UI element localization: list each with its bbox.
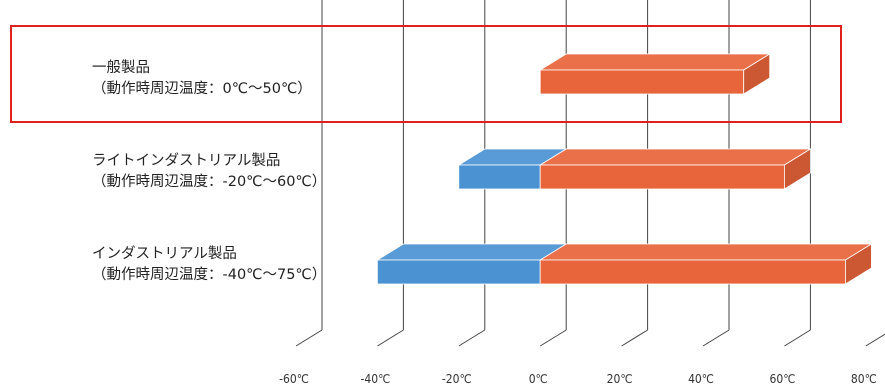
category-label-industrial: インダストリアル製品 （動作時周辺温度：-40℃～75℃） (92, 244, 326, 286)
x-tick-label: 80℃ (851, 372, 877, 386)
bar-segment (539, 69, 745, 95)
bar-top-face (375, 243, 568, 261)
bar-segment (376, 259, 541, 285)
bar-segment (539, 259, 846, 285)
category-name: 一般製品 (92, 60, 150, 76)
category-name: ライトインダストリアル製品 (92, 153, 281, 169)
grid-floor-line (377, 329, 404, 347)
bar-top-face (538, 243, 873, 261)
bar-side-face (845, 243, 872, 285)
grid-floor-line (702, 329, 730, 347)
x-tick-label: 20℃ (607, 372, 633, 386)
grid-floor-line (458, 329, 486, 347)
x-tick-label: -60℃ (279, 372, 309, 386)
bar-side-face (784, 148, 811, 190)
category-range-note: （動作時周辺温度：0℃～50℃） (92, 81, 312, 97)
bar-segment (539, 164, 785, 190)
grid-floor-line (621, 329, 648, 347)
bar-segment (458, 164, 541, 190)
x-tick-label: -20℃ (442, 372, 472, 386)
x-tick-label: 40℃ (688, 372, 714, 386)
bar-side-face (743, 53, 771, 95)
x-tick-label: 60℃ (769, 372, 795, 386)
category-range-note: （動作時周辺温度：-20℃～60℃） (92, 174, 327, 190)
grid-floor-line (295, 329, 323, 347)
category-name: インダストリアル製品 (92, 246, 237, 262)
category-range-note: （動作時周辺温度：-40℃～75℃） (92, 267, 327, 283)
grid-floor-line (784, 329, 811, 347)
bar-top-face (538, 148, 812, 166)
category-label-general: 一般製品 （動作時周辺温度：0℃～50℃） (92, 58, 312, 100)
x-tick-label: -40℃ (361, 372, 391, 386)
highlight-box (10, 25, 842, 123)
category-label-light-industrial: ライトインダストリアル製品 （動作時周辺温度：-20℃～60℃） (92, 151, 326, 193)
x-tick-label: 0℃ (529, 372, 548, 386)
grid-floor-line (865, 333, 885, 347)
grid-floor-line (539, 329, 567, 347)
